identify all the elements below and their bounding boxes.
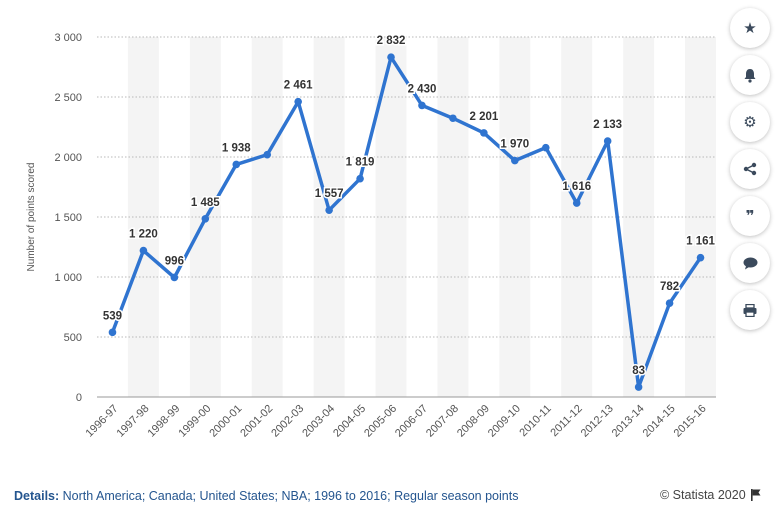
y-tick-label: 3 000 (54, 32, 82, 44)
data-label: 1 970 (500, 139, 529, 151)
data-point (108, 328, 117, 337)
data-point (356, 174, 364, 183)
band (437, 37, 469, 397)
data-point (294, 97, 302, 106)
x-tick-label: 2011-12 (548, 403, 584, 439)
quote-icon[interactable]: ❞ (730, 196, 770, 236)
data-label: 782 (660, 281, 679, 293)
x-tick-label: 2005-06 (362, 403, 399, 440)
print-icon[interactable] (730, 290, 770, 330)
x-tick-label: 2014-15 (641, 403, 678, 440)
gridlines (97, 36, 716, 398)
share-icon[interactable] (730, 149, 770, 189)
band (623, 37, 655, 397)
data-point (170, 273, 179, 282)
toolbar-sidebar: ★ ⚙ ❞ (730, 8, 772, 337)
y-tick-label: 0 (76, 392, 82, 404)
x-tick-label: 2009-10 (486, 403, 523, 440)
x-axis-ticks: 1996-971997-981998-991999-002000-012001-… (84, 403, 709, 440)
x-tick-label: 1997-98 (115, 403, 152, 440)
data-point (325, 206, 333, 214)
data-point (665, 299, 674, 307)
flag-icon (750, 489, 761, 501)
data-point (572, 199, 581, 207)
details-label[interactable]: Details: (14, 489, 60, 503)
x-tick-label: 2007-08 (424, 403, 461, 440)
footer-copyright[interactable]: © Statista 2020 (660, 488, 761, 502)
data-labels: 539 1 220 996 1 485 1 938 2 461 1 557 1 819 2 83… (101, 34, 717, 379)
data-point (603, 137, 612, 145)
y-tick-label: 1 000 (54, 272, 82, 284)
x-tick-label: 2012-13 (579, 403, 616, 440)
data-label: 2 201 (469, 111, 498, 123)
data-point (696, 253, 705, 262)
data-label: 2 133 (593, 119, 622, 131)
band (251, 37, 283, 397)
data-point (263, 150, 272, 159)
x-tick-label: 2004-05 (331, 403, 368, 440)
data-label: 83 (632, 365, 645, 377)
data-label: 1 938 (222, 142, 251, 154)
x-tick-label: 2006-07 (393, 403, 430, 440)
data-label: 1 616 (562, 181, 591, 193)
bell-icon[interactable] (730, 55, 770, 95)
data-label: 1 161 (686, 236, 715, 248)
data-label: 539 (103, 310, 122, 322)
data-point (387, 53, 395, 61)
data-label: 1 485 (191, 197, 220, 209)
data-point (511, 156, 519, 165)
x-tick-label: 2010-11 (517, 403, 553, 439)
data-label: 996 (165, 255, 184, 267)
data-point (201, 215, 210, 223)
data-point (634, 383, 643, 391)
x-tick-label: 2003-04 (300, 403, 337, 440)
details-text: North America; Canada; United States; NB… (59, 489, 519, 503)
y-axis-label: Number of points scored (26, 163, 37, 272)
data-label: 2 461 (284, 80, 313, 92)
x-tick-label: 2002-03 (269, 403, 306, 440)
data-label: 1 220 (129, 229, 158, 241)
x-tick-label: 1996-97 (84, 403, 121, 440)
x-tick-label: 2008-09 (455, 403, 492, 440)
data-points (108, 53, 705, 391)
data-point (418, 101, 426, 110)
y-axis-ticks: 0 500 1 000 1 500 2 000 2 500 3 000 (54, 32, 82, 404)
data-label: 1 819 (346, 157, 375, 169)
x-tick-label: 2000-01 (207, 403, 244, 440)
x-tick-label: 2013-14 (610, 403, 647, 440)
x-tick-label: 1998-99 (145, 403, 182, 440)
data-point (139, 246, 148, 255)
comment-icon[interactable] (730, 243, 770, 283)
y-tick-label: 2 000 (54, 152, 82, 164)
star-icon[interactable]: ★ (730, 8, 770, 48)
series-line (110, 55, 702, 389)
footer-details: Details: North America; Canada; United S… (14, 489, 518, 503)
data-point (232, 160, 241, 169)
x-tick-label: 2001-02 (238, 403, 275, 440)
x-tick-label: 1999-00 (176, 403, 213, 440)
x-tick-label: 2015-16 (672, 403, 709, 440)
data-point (480, 129, 488, 137)
gear-icon[interactable]: ⚙ (730, 102, 770, 142)
y-tick-label: 500 (64, 332, 82, 344)
copyright-text: © Statista 2020 (660, 488, 746, 502)
data-label: 2 832 (377, 35, 406, 47)
data-label: 1 557 (315, 188, 344, 200)
y-tick-label: 2 500 (54, 92, 82, 104)
data-point (541, 143, 550, 152)
data-point (449, 114, 457, 123)
y-tick-label: 1 500 (54, 212, 82, 224)
data-label: 2 430 (408, 83, 437, 95)
